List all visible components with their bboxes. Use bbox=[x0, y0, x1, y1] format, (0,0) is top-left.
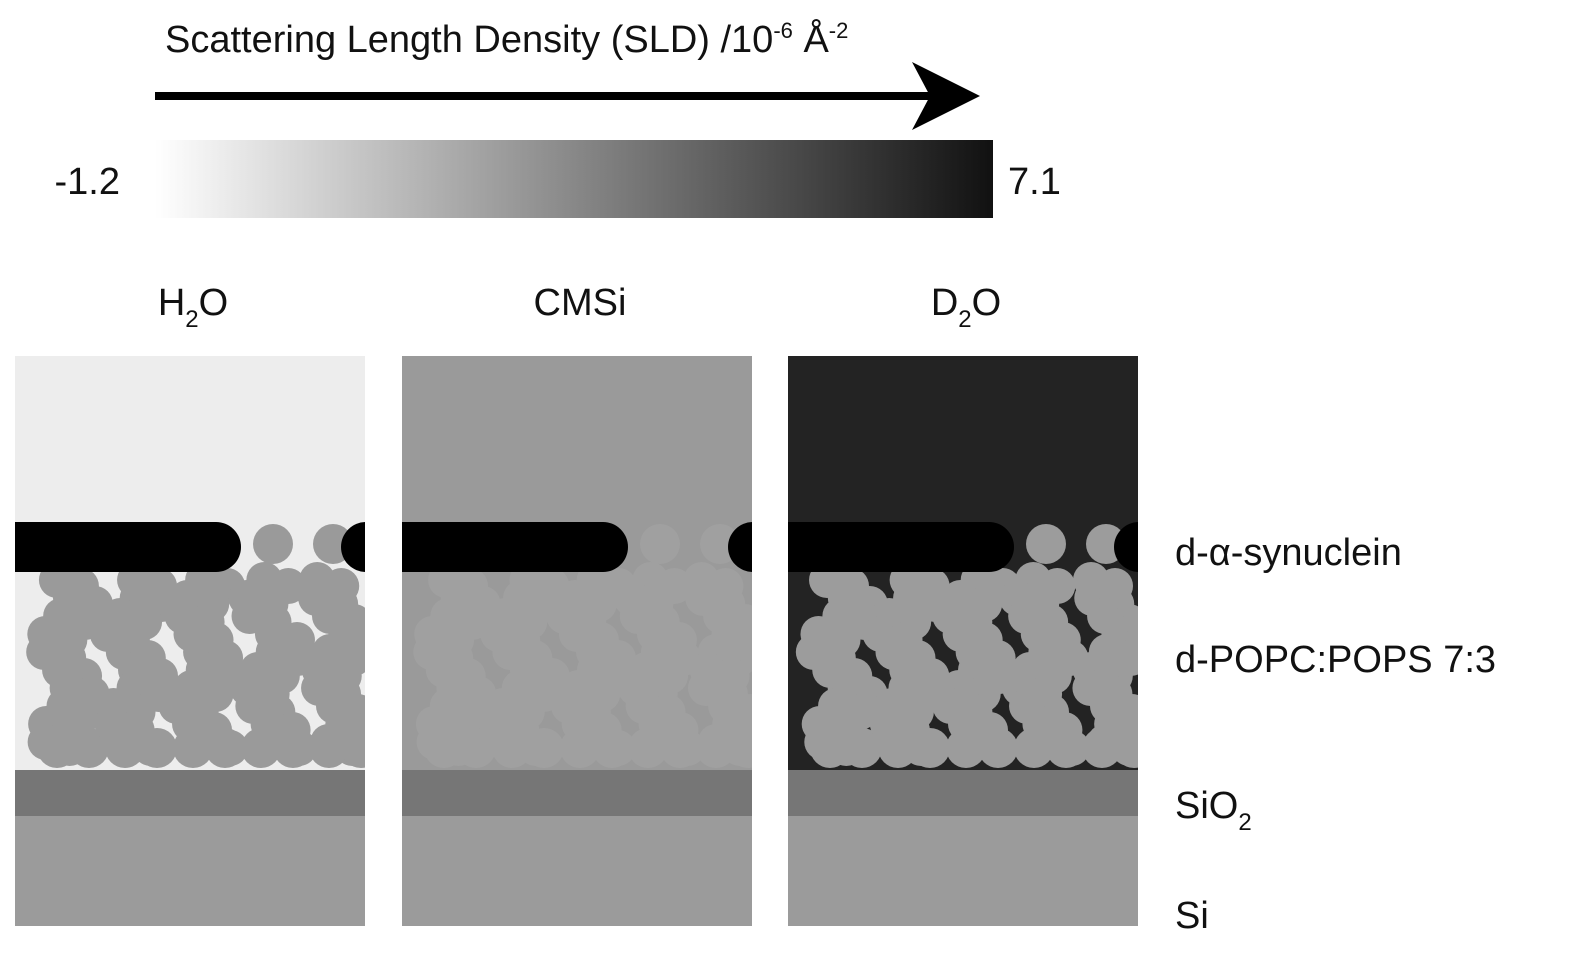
lipid-head bbox=[173, 728, 213, 768]
lipid-head bbox=[37, 728, 77, 768]
scale-title-exponent: -6 bbox=[773, 18, 793, 43]
layer-labels: d-α-synuclein d-POPC:POPS 7:3 SiO2 Si bbox=[1175, 532, 1496, 937]
panel-label: D2O bbox=[931, 282, 1001, 333]
lipid-head bbox=[309, 728, 349, 768]
lipid-head bbox=[492, 728, 532, 768]
scale-title: Scattering Length Density (SLD) /10-6 Å-… bbox=[165, 17, 848, 61]
protein bbox=[728, 522, 752, 572]
lipid-head bbox=[946, 728, 986, 768]
lipid-head bbox=[728, 728, 752, 768]
protein bbox=[788, 522, 1014, 572]
protein-gap-lipid bbox=[1026, 524, 1066, 564]
panel: H2O bbox=[15, 282, 365, 926]
lipid-head bbox=[1014, 728, 1054, 768]
layer-label-base: SiO bbox=[1175, 785, 1238, 827]
panel-label-base: CMSi bbox=[534, 282, 627, 324]
sio2-layer bbox=[788, 770, 1138, 816]
lipid-head bbox=[69, 728, 109, 768]
panel-body bbox=[15, 356, 365, 926]
panel-label-sub: 2 bbox=[958, 306, 971, 333]
lipid-head bbox=[810, 728, 850, 768]
layer-label: d-POPC:POPS 7:3 bbox=[1175, 639, 1496, 681]
si-layer bbox=[402, 816, 752, 926]
layer-label-base: d-POPC:POPS 7:3 bbox=[1175, 639, 1496, 681]
layer-label-sub: 2 bbox=[1238, 809, 1251, 836]
lipid-head bbox=[560, 728, 600, 768]
lipid-head bbox=[137, 728, 177, 768]
lipid-head bbox=[1046, 728, 1086, 768]
lipid-head bbox=[105, 728, 145, 768]
lipid-head bbox=[628, 728, 668, 768]
panel-label-rest: O bbox=[972, 282, 1002, 324]
layer-label: SiO2 bbox=[1175, 785, 1252, 836]
panel: CMSi bbox=[402, 282, 752, 926]
panel-label: CMSi bbox=[534, 282, 627, 324]
sio2-layer bbox=[15, 770, 365, 816]
panel-label-rest: O bbox=[199, 282, 229, 324]
panels: H2O CMSi D2O bbox=[15, 282, 1138, 926]
panel-body bbox=[788, 356, 1138, 926]
scale-title-unit: Å bbox=[793, 17, 830, 61]
lipid-head bbox=[696, 728, 736, 768]
panel-body bbox=[402, 356, 752, 926]
protein bbox=[15, 522, 241, 572]
panel-label-base: D bbox=[931, 282, 958, 324]
lipid-head bbox=[241, 728, 281, 768]
scale-arrow-head bbox=[912, 62, 980, 130]
lipid-head bbox=[660, 728, 700, 768]
scale-min: -1.2 bbox=[55, 161, 120, 203]
lipid-head bbox=[524, 728, 564, 768]
panel-label-sub: 2 bbox=[185, 306, 198, 333]
scale-title-text: Scattering Length Density (SLD) /10 bbox=[165, 19, 773, 61]
si-layer bbox=[788, 816, 1138, 926]
layer-label-base: Si bbox=[1175, 895, 1209, 937]
layer-label-base: d-α-synuclein bbox=[1175, 532, 1402, 574]
scale-title-unit-exponent: -2 bbox=[829, 18, 849, 43]
protein bbox=[341, 522, 365, 572]
layer-label: d-α-synuclein bbox=[1175, 532, 1402, 574]
lipid-head bbox=[1114, 728, 1138, 768]
layer-label: Si bbox=[1175, 895, 1209, 937]
protein-gap-lipid bbox=[640, 524, 680, 564]
lipid-head bbox=[1082, 728, 1122, 768]
lipid-head bbox=[205, 728, 245, 768]
si-layer bbox=[15, 816, 365, 926]
lipid-head bbox=[878, 728, 918, 768]
panel: D2O bbox=[788, 282, 1138, 926]
lipid-head bbox=[978, 728, 1018, 768]
lipid-head bbox=[341, 728, 365, 768]
scale-max: 7.1 bbox=[1008, 161, 1061, 203]
lipid-head bbox=[842, 728, 882, 768]
sld-gradient-bar bbox=[155, 140, 993, 218]
lipid-head bbox=[910, 728, 950, 768]
lipid-head bbox=[424, 728, 464, 768]
lipid-head bbox=[592, 728, 632, 768]
protein bbox=[1114, 522, 1138, 572]
panel-label: H2O bbox=[158, 282, 228, 333]
lipid-head bbox=[273, 728, 313, 768]
protein bbox=[402, 522, 628, 572]
panel-label-base: H bbox=[158, 282, 185, 324]
sio2-layer bbox=[402, 770, 752, 816]
protein-gap-lipid bbox=[253, 524, 293, 564]
